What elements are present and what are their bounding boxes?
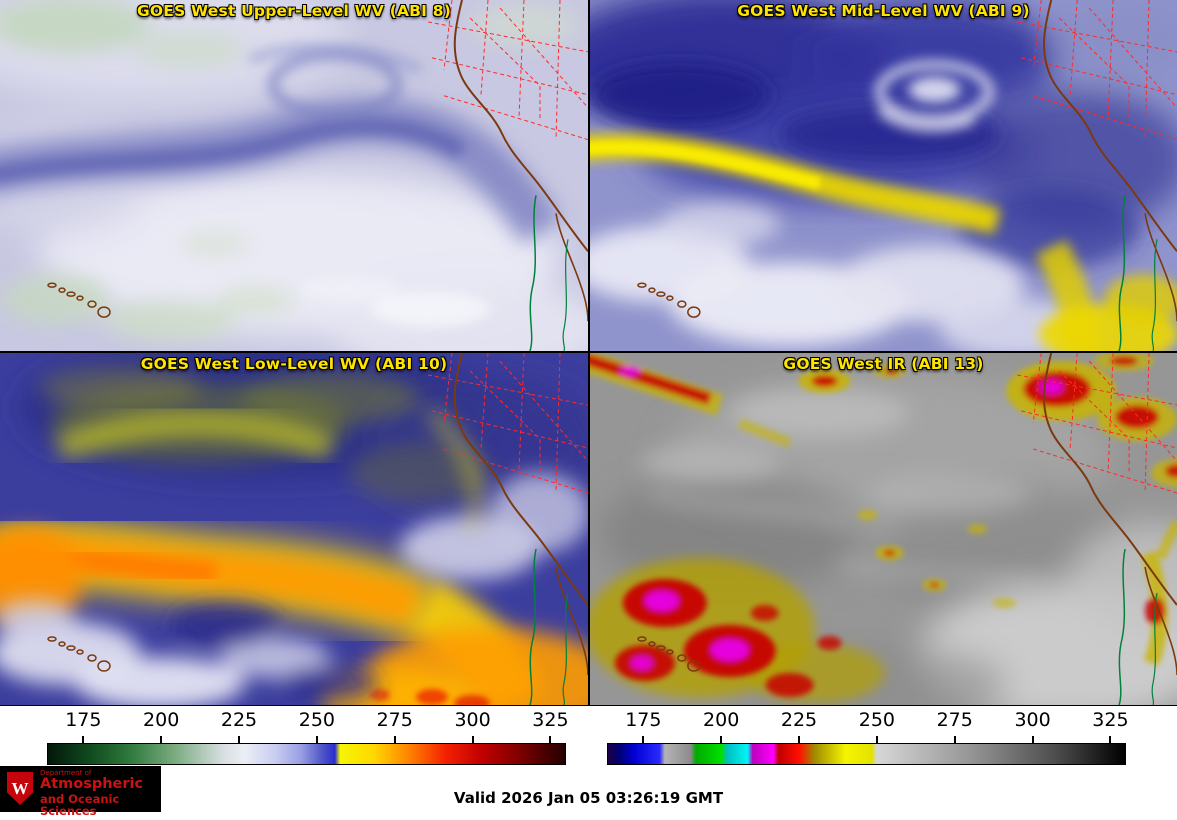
ir-colorbar-gradient xyxy=(607,743,1126,765)
wv-colorbar-gradient xyxy=(47,743,566,765)
colorbar-tick-label: 200 xyxy=(143,709,180,731)
colorbar-tick-label: 275 xyxy=(936,709,973,731)
logo-line-atmospheric: Atmospheric xyxy=(40,776,144,793)
colorbar-tick-mark xyxy=(1109,736,1112,743)
panel-title-mid-wv: GOES West Mid-Level WV (ABI 9) xyxy=(737,2,1030,20)
colorbar-tick-label: 325 xyxy=(532,709,569,731)
colorbar-tick-label: 225 xyxy=(220,709,258,731)
colorbar-tick-mark xyxy=(875,736,878,743)
mid-level-wv-satellite-image xyxy=(590,0,1177,351)
panel-ir: GOES West IR (ABI 13) xyxy=(590,353,1177,705)
panel-mid-level-wv: GOES West Mid-Level WV (ABI 9) xyxy=(590,0,1177,351)
colorbar-tick-mark xyxy=(642,736,645,743)
valid-time-label: Valid 2026 Jan 05 03:26:19 GMT xyxy=(453,789,724,807)
colorbar-tick-mark xyxy=(1031,736,1034,743)
colorbar-tick-label: 250 xyxy=(858,709,896,731)
logo-line-department-of: Department of xyxy=(40,769,92,777)
colorbar-tick-mark xyxy=(471,736,474,743)
colorbar-tick-mark xyxy=(798,736,801,743)
colorbar-tick-label: 300 xyxy=(1014,709,1051,731)
colorbar-tick-label: 200 xyxy=(703,709,740,731)
colorbar-tick-mark xyxy=(720,736,723,743)
panel-title-ir: GOES West IR (ABI 13) xyxy=(783,355,984,373)
panel-title-low-wv: GOES West Low-Level WV (ABI 10) xyxy=(140,355,448,373)
colorbar-tick-mark xyxy=(549,736,552,743)
colorbar-tick-label: 225 xyxy=(780,709,818,731)
wv-colorbar: 175 200 225 250 275 300 325 xyxy=(47,707,569,767)
ir-colorbar: 175 200 225 250 275 300 325 xyxy=(607,707,1129,767)
colorbar-tick-mark xyxy=(160,736,163,743)
colorbar-tick-label: 175 xyxy=(625,709,662,731)
colorbar-tick-label: 175 xyxy=(65,709,102,731)
ir-satellite-image xyxy=(590,353,1177,705)
panel-title-upper-wv: GOES West Upper-Level WV (ABI 8) xyxy=(136,2,452,20)
aos-department-logo[interactable]: W Department of Atmospheric and Oceanic … xyxy=(0,766,161,817)
panel-low-level-wv: GOES West Low-Level WV (ABI 10) xyxy=(0,353,588,705)
upper-level-wv-satellite-image xyxy=(0,0,588,351)
colorbar-tick-mark xyxy=(238,736,241,743)
logo-text-block: Department of Atmospheric and Oceanic Sc… xyxy=(40,769,161,818)
colorbar-tick-label: 300 xyxy=(454,709,491,731)
colorbar-tick-mark xyxy=(82,736,85,743)
colorbar-tick-label: 250 xyxy=(298,709,336,731)
colorbar-tick-label: 275 xyxy=(376,709,413,731)
panel-upper-level-wv: GOES West Upper-Level WV (ABI 8) xyxy=(0,0,588,351)
colorbar-tick-mark xyxy=(953,736,956,743)
logo-line-oceanic-sciences: and Oceanic Sciences xyxy=(40,791,120,818)
colorbar-tick-mark xyxy=(315,736,318,743)
colorbar-tick-label: 325 xyxy=(1092,709,1129,731)
colorbar-tick-mark xyxy=(393,736,396,743)
low-level-wv-satellite-image xyxy=(0,353,588,705)
